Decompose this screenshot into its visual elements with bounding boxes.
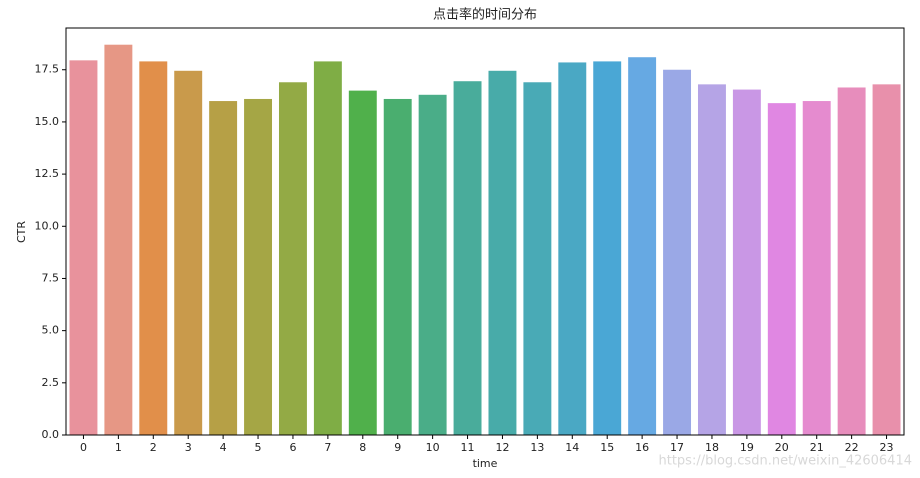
bar (313, 61, 342, 436)
x-tick-label: 19 (740, 441, 754, 454)
x-tick-label: 11 (461, 441, 475, 454)
y-tick-label: 2.5 (42, 376, 60, 389)
y-tick-label: 7.5 (42, 271, 60, 284)
bar (104, 44, 133, 435)
y-axis-label: CTR (15, 221, 28, 243)
x-tick-label: 17 (670, 441, 684, 454)
x-tick-label: 16 (635, 441, 649, 454)
x-tick-label: 7 (324, 441, 331, 454)
x-tick-label: 15 (600, 441, 614, 454)
bar (174, 70, 203, 436)
bar (209, 101, 238, 436)
bar (872, 84, 901, 435)
x-tick-label: 12 (495, 441, 509, 454)
x-tick-label: 0 (80, 441, 87, 454)
x-tick-label: 1 (115, 441, 122, 454)
x-tick-label: 22 (845, 441, 859, 454)
y-tick-label: 15.0 (35, 115, 60, 128)
x-tick-label: 18 (705, 441, 719, 454)
bar (732, 89, 761, 436)
bar (278, 82, 307, 436)
x-tick-label: 3 (185, 441, 192, 454)
bar (348, 90, 377, 435)
watermark: https://blog.csdn.net/weixin_42606414 (658, 454, 912, 469)
x-tick-label: 8 (359, 441, 366, 454)
chart-title: 点击率的时间分布 (433, 7, 537, 23)
x-tick-label: 5 (255, 441, 262, 454)
x-tick-label: 21 (810, 441, 824, 454)
x-axis-label: time (473, 457, 498, 470)
bar (244, 98, 273, 435)
y-tick-label: 12.5 (35, 167, 60, 180)
y-tick-label: 17.5 (35, 63, 60, 76)
bar (767, 103, 796, 435)
bar (663, 69, 692, 435)
x-tick-label: 13 (530, 441, 544, 454)
bar (697, 84, 726, 435)
bar (488, 70, 517, 436)
x-tick-label: 9 (394, 441, 401, 454)
bar (628, 57, 657, 435)
y-tick-label: 0.0 (42, 428, 60, 441)
bar (453, 81, 482, 435)
y-tick-label: 10.0 (35, 219, 60, 232)
x-tick-label: 20 (775, 441, 789, 454)
x-tick-label: 2 (150, 441, 157, 454)
bar (837, 87, 866, 435)
bar (383, 98, 412, 435)
bar (69, 60, 98, 435)
bar (139, 61, 168, 436)
x-tick-label: 6 (289, 441, 296, 454)
bar (558, 62, 587, 435)
plot-frame (65, 27, 905, 436)
y-tick-label: 5.0 (42, 324, 60, 337)
x-tick-label: 4 (220, 441, 227, 454)
bar (802, 101, 831, 436)
x-tick-label: 10 (426, 441, 440, 454)
x-tick-label: 23 (880, 441, 894, 454)
bar (418, 94, 447, 436)
bar (593, 61, 622, 436)
bar (523, 82, 552, 436)
x-tick-label: 14 (565, 441, 579, 454)
